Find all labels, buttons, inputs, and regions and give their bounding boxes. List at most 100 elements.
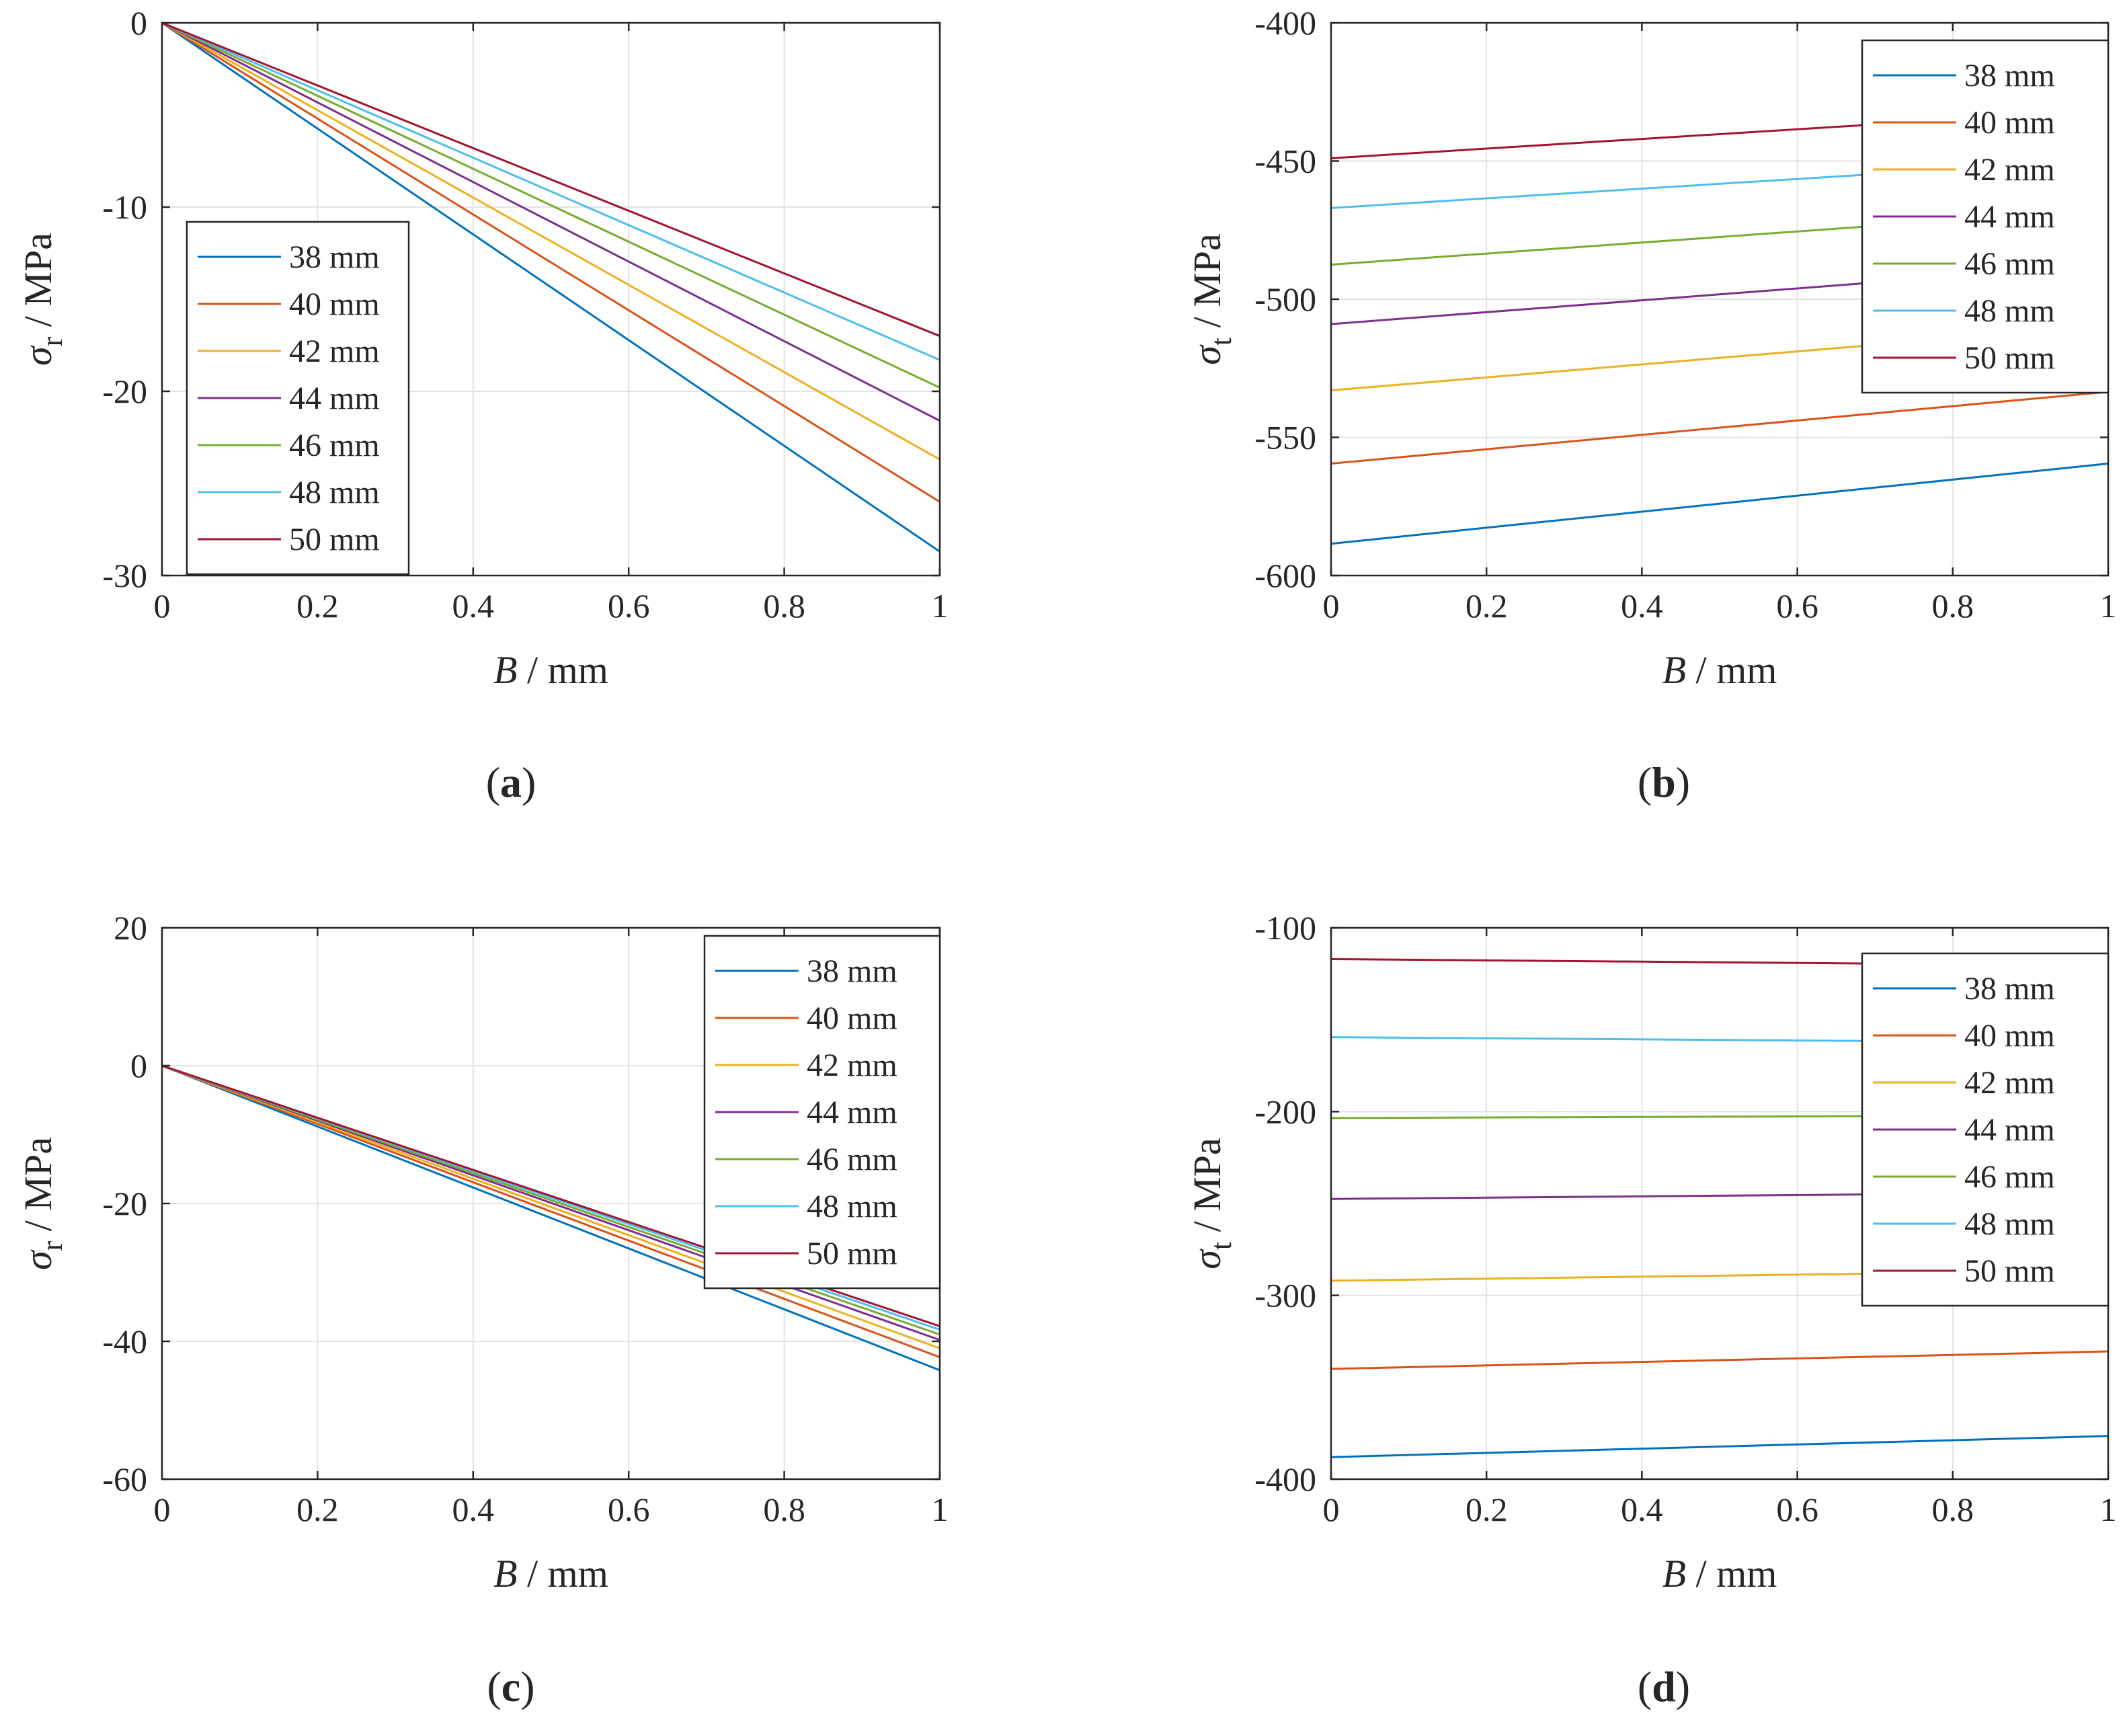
legend-label: 48 mm <box>1964 1206 2055 1242</box>
x-axis-unit: / mm <box>518 1552 608 1595</box>
caption-open: ( <box>1638 1663 1652 1710</box>
x-axis-unit: / mm <box>518 648 608 692</box>
x-tick-label: 0.6 <box>1776 1491 1818 1528</box>
x-tick-label: 0.8 <box>763 1491 805 1528</box>
legend-label: 42 mm <box>807 1048 897 1083</box>
legend: 38 mm 40 mm 42 mm 44 mm 46 mm 48 mm 50 mm <box>1861 39 2110 394</box>
legend-label: 46 mm <box>1964 246 2055 282</box>
y-tick-label: -500 <box>1254 280 1316 318</box>
x-tick-label: 0.4 <box>1621 1491 1663 1528</box>
legend-label: 40 mm <box>1964 1018 2055 1054</box>
x-tick-label: 1 <box>2100 1491 2117 1528</box>
caption-letter: a <box>500 758 522 806</box>
legend-label: 46 mm <box>807 1142 897 1177</box>
x-axis-var: B <box>1662 648 1686 692</box>
legend-label: 44 mm <box>289 381 380 416</box>
y-tick-label: -30 <box>102 557 147 594</box>
legend-label: 44 mm <box>1964 199 2055 235</box>
x-tick-label: 0.2 <box>1466 1491 1508 1528</box>
series-line-38mm <box>161 22 940 553</box>
legend-label: 48 mm <box>1964 293 2055 329</box>
series-line-40mm <box>161 1064 940 1359</box>
caption-open: ( <box>1638 758 1652 806</box>
y-axis-subscript: t <box>1205 1242 1238 1250</box>
x-tick-label: 0.4 <box>1621 587 1663 625</box>
legend-label: 50 mm <box>289 522 380 557</box>
legend-label: 38 mm <box>1964 58 2055 93</box>
legend-label: 42 mm <box>1964 1065 2055 1101</box>
series-line-38mm <box>161 1064 940 1372</box>
legend-label: 50 mm <box>1964 1253 2055 1289</box>
caption-open: ( <box>487 1663 501 1710</box>
legend-label: 44 mm <box>1964 1112 2055 1148</box>
y-tick-label: -40 <box>102 1323 147 1360</box>
x-axis-var: B <box>1662 1552 1686 1595</box>
legend-label: 46 mm <box>1964 1159 2055 1195</box>
legend-label: 40 mm <box>289 286 380 322</box>
y-tick-label: -600 <box>1254 557 1316 594</box>
y-axis-subscript: r <box>36 336 69 346</box>
y-tick-label: -10 <box>102 188 147 226</box>
y-tick-label: -20 <box>102 372 147 410</box>
y-tick-label: -20 <box>102 1185 147 1222</box>
panel-caption-c: (c) <box>487 1663 534 1710</box>
y-axis-unit: / MPa <box>1185 1138 1229 1242</box>
x-axis-var: B <box>493 648 517 692</box>
series-line-42mm <box>161 1064 940 1349</box>
x-tick-label: 0.8 <box>763 587 805 625</box>
caption-close: ) <box>1676 1663 1690 1710</box>
legend: 38 mm 40 mm 42 mm 44 mm 46 mm 48 mm 50 mm <box>1861 952 2110 1307</box>
x-tick-label: 1 <box>932 1491 949 1528</box>
x-tick-label: 1 <box>932 587 949 625</box>
series-line-44mm <box>161 22 940 422</box>
y-axis-symbol: σ <box>1185 344 1229 365</box>
legend-label: 48 mm <box>289 475 380 510</box>
chart-panel-d: 0 0.2 0.4 0.6 0.8 1 -400 -300 -200 -100 B / mm σt /… <box>1185 909 2117 1595</box>
panel-caption-d: (d) <box>1638 1663 1690 1710</box>
x-tick-label: 0 <box>154 587 171 625</box>
legend-label: 40 mm <box>807 1000 897 1036</box>
series-line-46mm <box>161 22 940 389</box>
x-tick-label: 0.2 <box>296 1491 339 1528</box>
x-tick-label: 0.4 <box>452 587 495 625</box>
caption-letter: d <box>1652 1663 1676 1710</box>
x-tick-label: 1 <box>2100 587 2117 625</box>
series-line-40mm <box>161 22 940 503</box>
legend-label: 40 mm <box>1964 105 2055 141</box>
y-tick-label: -100 <box>1254 909 1316 947</box>
x-tick-label: 0 <box>154 1491 171 1528</box>
caption-close: ) <box>520 1663 534 1710</box>
x-tick-label: 0.6 <box>1776 587 1818 625</box>
caption-close: ) <box>1676 758 1690 806</box>
series-line-48mm <box>161 22 940 361</box>
series-line-40mm <box>1330 391 2109 465</box>
legend-label: 42 mm <box>289 333 380 369</box>
x-tick-label: 0.8 <box>1932 587 1974 625</box>
x-tick-label: 0.6 <box>608 1491 650 1528</box>
legend-label: 38 mm <box>1964 971 2055 1007</box>
x-axis-var: B <box>493 1552 517 1595</box>
x-tick-label: 0.2 <box>1466 587 1508 625</box>
caption-close: ) <box>522 758 536 806</box>
legend-label: 50 mm <box>807 1236 897 1271</box>
x-axis-label: B / mm <box>493 648 608 692</box>
legend-label: 46 mm <box>289 428 380 463</box>
series-line-38mm <box>1330 1435 2109 1458</box>
y-axis-unit: / MPa <box>16 233 60 337</box>
caption-open: ( <box>486 758 500 806</box>
y-tick-label: -300 <box>1254 1277 1316 1314</box>
y-tick-label: 0 <box>130 4 147 42</box>
legend-label: 42 mm <box>1964 152 2055 188</box>
x-axis-label: B / mm <box>1662 1552 1777 1595</box>
x-tick-label: 0.2 <box>296 587 339 625</box>
x-tick-label: 0.4 <box>452 1491 495 1528</box>
chart-panel-b: 0 0.2 0.4 0.6 0.8 1 -600 -550 -500 -450 -400 B / mm… <box>1185 4 2117 692</box>
x-axis-unit: / mm <box>1686 648 1777 692</box>
legend-label: 48 mm <box>807 1189 897 1224</box>
x-tick-label: 0.6 <box>608 587 650 625</box>
x-axis-label: B / mm <box>493 1552 608 1595</box>
legend-label: 38 mm <box>289 239 380 275</box>
legend: 38 mm 40 mm 42 mm 44 mm 46 mm 48 mm 50 mm <box>186 221 410 576</box>
panel-caption-a: (a) <box>486 758 536 806</box>
